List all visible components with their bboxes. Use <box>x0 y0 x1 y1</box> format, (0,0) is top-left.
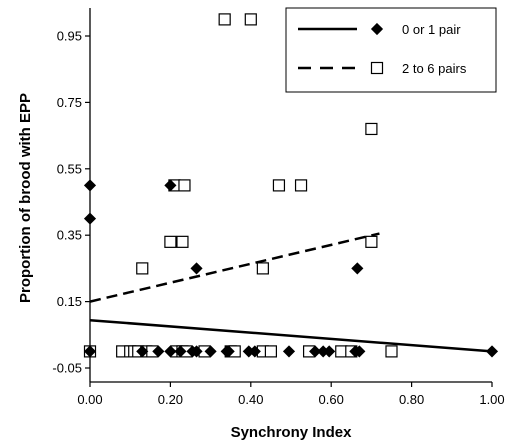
x-tick-label: 0.00 <box>77 392 102 407</box>
data-point-series-1 <box>190 262 203 275</box>
legend-box <box>285 7 497 93</box>
data-point-series-1 <box>204 345 217 358</box>
y-tick-label: 0.55 <box>57 161 82 176</box>
legend: 0 or 1 pair 2 to 6 pairs <box>285 7 497 93</box>
data-markers <box>83 13 499 358</box>
data-point-series-2 <box>294 179 308 192</box>
axes <box>89 8 492 383</box>
data-point-series-2 <box>218 13 231 26</box>
data-point-series-1 <box>282 345 296 358</box>
data-point-series-2 <box>365 235 378 248</box>
data-point-series-1 <box>164 345 177 358</box>
y-axis-title: Proportion of brood with EPP <box>17 93 34 303</box>
trend-lines <box>89 232 493 353</box>
data-point-series-1 <box>190 345 203 358</box>
legend-marker-series-2 <box>370 61 384 75</box>
data-point-series-1 <box>309 345 322 358</box>
x-tick-label: 0.40 <box>238 392 263 407</box>
legend-marker-symbol-1 <box>370 22 384 36</box>
y-tick-label: 0.15 <box>57 294 82 309</box>
data-point-series-1 <box>83 345 97 358</box>
trend-line-series-2 <box>89 232 380 303</box>
data-point-series-1 <box>164 179 177 192</box>
legend-marker-symbol-2 <box>370 61 384 75</box>
x-tick-label: 0.80 <box>399 392 424 407</box>
data-point-series-1 <box>222 345 235 358</box>
data-point-series-1 <box>136 345 149 358</box>
data-point-series-2 <box>335 345 348 358</box>
data-point-series-1 <box>174 345 187 358</box>
data-point-series-1 <box>485 345 499 358</box>
data-point-series-2 <box>256 262 269 275</box>
data-point-series-2 <box>264 345 277 358</box>
data-point-series-1 <box>351 262 364 275</box>
data-point-series-2 <box>178 179 191 192</box>
y-tick-label: -0.05 <box>52 361 82 376</box>
data-point-series-1 <box>83 179 97 192</box>
trend-line-series-1 <box>89 318 493 353</box>
y-tick-label: 0.35 <box>57 228 82 243</box>
data-point-series-2 <box>272 179 286 192</box>
x-tick-label: 0.20 <box>158 392 183 407</box>
data-point-series-2 <box>244 13 257 26</box>
data-point-series-1 <box>353 345 366 358</box>
data-point-series-1 <box>248 345 261 358</box>
y-tick-label: 0.95 <box>57 29 82 44</box>
y-tick-label: 0.75 <box>57 95 82 110</box>
data-point-series-1 <box>323 345 336 358</box>
data-point-series-1 <box>152 345 165 358</box>
legend-marker-series-1 <box>370 22 384 36</box>
data-point-series-1 <box>83 212 97 225</box>
data-point-series-2 <box>164 235 177 248</box>
data-point-series-2 <box>136 262 149 275</box>
x-tick-label: 1.00 <box>479 392 504 407</box>
ticks: -0.05 0.15 0.35 0.55 0.75 0.95 0.00 0.20 0.40 0.6… <box>52 29 504 408</box>
x-tick-label: 0.60 <box>319 392 344 407</box>
data-point-series-2 <box>365 122 378 136</box>
legend-label-series-1: 0 or 1 pair <box>402 22 461 37</box>
data-point-series-2 <box>385 345 398 358</box>
x-axis-title: Synchrony Index <box>231 424 353 441</box>
legend-label-series-2: 2 to 6 pairs <box>402 61 467 76</box>
data-point-series-2 <box>176 235 189 248</box>
